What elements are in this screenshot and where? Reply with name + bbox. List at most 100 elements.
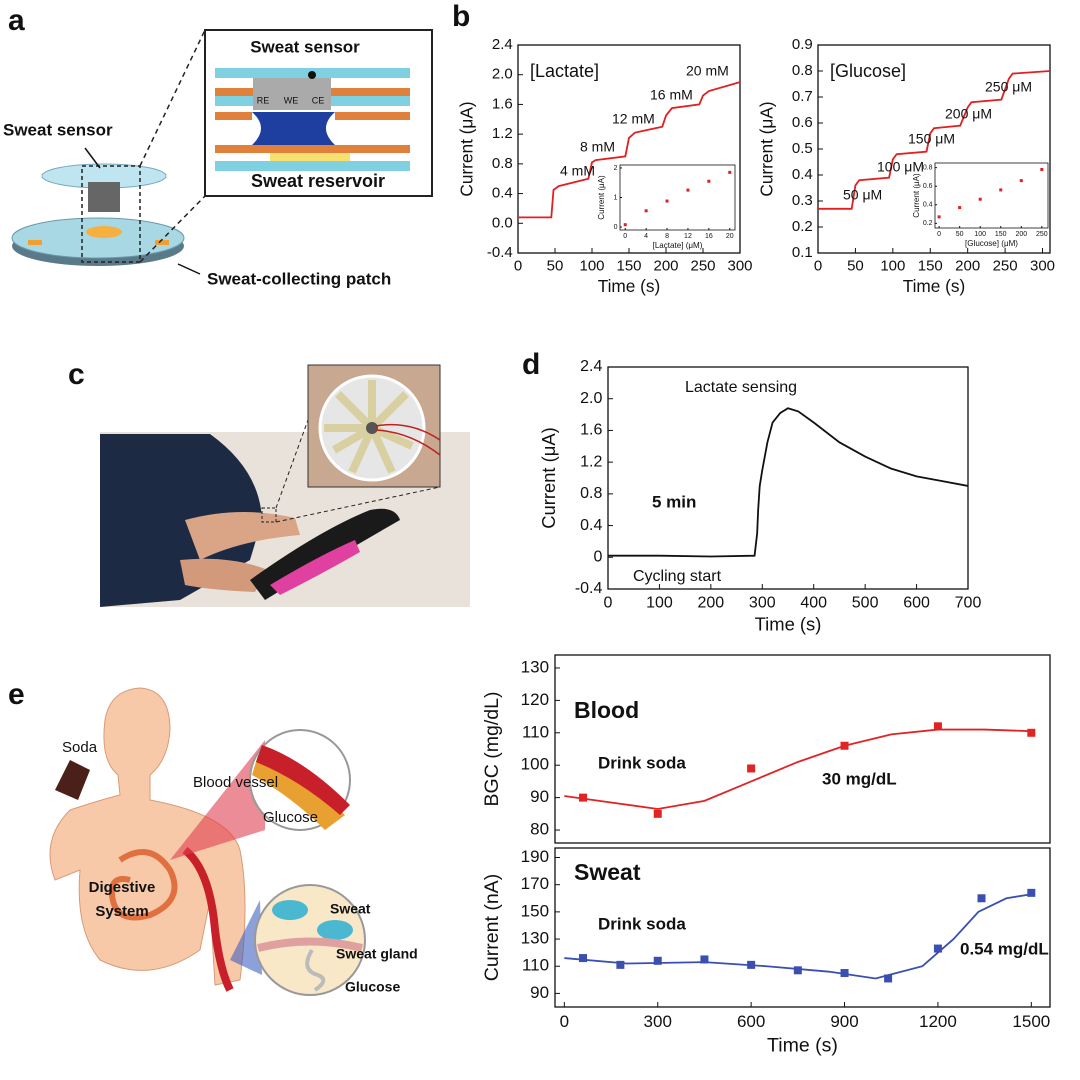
- x-tick-label: 300: [644, 1012, 672, 1031]
- annotation: 12 mM: [612, 111, 655, 127]
- y-tick-label: 170: [521, 874, 549, 893]
- annotation: 0.54 mg/dL: [960, 939, 1049, 958]
- y-tick-label: 1.6: [492, 95, 513, 112]
- x-tick-label: 200: [1015, 231, 1027, 238]
- x-tick-label: 300: [749, 595, 776, 612]
- annotation: 16 mM: [650, 87, 693, 103]
- y-tick-label: 0.7: [792, 88, 813, 105]
- body-illustration: Soda Blood vessel Glucose Digestive Syst…: [49, 687, 418, 996]
- electrode-label: CE: [312, 95, 325, 105]
- x-tick-label: 200: [955, 257, 980, 274]
- illustration-label: Glucose: [263, 809, 318, 826]
- data-point: [958, 206, 962, 210]
- annotation: 100 μM: [877, 159, 924, 175]
- x-tick-label: 400: [800, 595, 827, 612]
- sensor-chip: [253, 78, 331, 110]
- x-tick-label: 300: [727, 257, 752, 274]
- y-tick-label: 2.0: [492, 66, 513, 83]
- y-tick-label: -0.4: [575, 580, 603, 597]
- y-axis-label: Current (nA): [481, 874, 503, 981]
- x-axis-label: [Lactate] (μM): [653, 241, 703, 250]
- plot-frame: [554, 654, 1051, 844]
- x-tick-label: 100: [646, 595, 673, 612]
- data-point: [653, 956, 662, 965]
- data-point: [579, 954, 588, 963]
- patch-label: Sweat-collecting patch: [207, 269, 391, 288]
- chart: 0 300 600 900 1200 1500 90 110 130 150 170 190 Time …: [481, 847, 1051, 1056]
- y-tick-label: 1: [614, 194, 618, 201]
- annotation: 20 mM: [686, 63, 729, 79]
- annotation: [Lactate]: [530, 61, 599, 81]
- digestive-tract: [108, 849, 178, 921]
- zoom-cone: [230, 900, 262, 975]
- x-tick-label: 300: [1030, 257, 1055, 274]
- plot-frame: [934, 162, 1049, 229]
- y-tick-label: 90: [530, 983, 549, 1002]
- chart: 80 90 100 110 120 130 BGC (mg/dL) Blood Drink so…: [481, 654, 1051, 844]
- data-point: [1027, 728, 1036, 737]
- data-point: [653, 809, 662, 818]
- data-point: [937, 215, 941, 219]
- patch-channel: [28, 240, 42, 245]
- y-tick-label: 2.4: [492, 36, 513, 53]
- y-tick-label: 1.6: [580, 422, 602, 439]
- annotation: 50 μM: [843, 187, 882, 203]
- x-tick-label: 250: [993, 257, 1018, 274]
- zoom-cone: [170, 740, 265, 860]
- y-tick-label: 0.8: [492, 155, 513, 172]
- x-tick-label: 16: [705, 233, 713, 240]
- plot-frame: [607, 366, 969, 590]
- data-point: [933, 944, 942, 953]
- arm: [185, 511, 300, 560]
- y-tick-label: 0.8: [792, 62, 813, 79]
- y-tick-label: 80: [530, 820, 549, 839]
- patch-channel: [155, 240, 169, 245]
- y-tick-label: 2.0: [580, 390, 602, 407]
- data-point: [665, 199, 669, 203]
- x-tick-label: 8: [665, 233, 669, 240]
- patch-top: [11, 217, 185, 259]
- layer: [335, 112, 410, 120]
- y-tick-label: 0.8: [923, 164, 933, 171]
- y-tick-label: -0.4: [487, 244, 513, 261]
- annotation: 150 μM: [908, 131, 955, 147]
- annotation: [Glucose]: [830, 61, 906, 81]
- x-tick-label: 0: [814, 257, 822, 274]
- data-point: [579, 793, 588, 802]
- y-tick-label: 0.4: [923, 202, 933, 209]
- x-tick-label: 100: [880, 257, 905, 274]
- annotation: 250 μM: [985, 79, 1032, 95]
- arm: [180, 558, 268, 592]
- reservoir: [86, 226, 122, 238]
- sweat-gland: [305, 948, 326, 992]
- data-point: [686, 188, 690, 192]
- x-tick-label: 500: [852, 595, 879, 612]
- annotation: Drink soda: [598, 753, 686, 772]
- chart: 0 50 100 150 200 250 0.2 0.4 0.6 0.8 [Glucose] (μM…: [912, 162, 1049, 248]
- data-line: [564, 728, 1032, 810]
- y-tick-label: 2.4: [580, 358, 602, 375]
- y-axis-label: Current (μA): [457, 101, 477, 196]
- x-tick-label: 0: [560, 1012, 569, 1031]
- x-tick-label: 700: [955, 595, 982, 612]
- skin-layer: [257, 937, 363, 952]
- data-point: [978, 197, 982, 201]
- y-axis-label: BGC (mg/dL): [481, 691, 503, 806]
- x-tick-label: 250: [690, 257, 715, 274]
- y-tick-label: 0.4: [580, 517, 602, 534]
- annotation: Drink soda: [598, 914, 686, 933]
- panel-label: a: [8, 4, 25, 37]
- data-line: [518, 81, 741, 219]
- panel-label: b: [452, 0, 470, 33]
- annotation: 4 mM: [560, 163, 595, 179]
- illustration-label: Glucose: [345, 979, 400, 995]
- y-tick-label: 0.0: [492, 214, 513, 231]
- vessel-lumen: [256, 745, 350, 815]
- data-point: [707, 179, 711, 183]
- data-point: [933, 722, 942, 731]
- y-tick-label: 130: [521, 929, 549, 948]
- x-tick-label: 0: [604, 595, 613, 612]
- x-tick-label: 0: [514, 257, 522, 274]
- patch-illustration: Sweat sensor RE WE CE Sweat reservoir Sw…: [3, 29, 433, 288]
